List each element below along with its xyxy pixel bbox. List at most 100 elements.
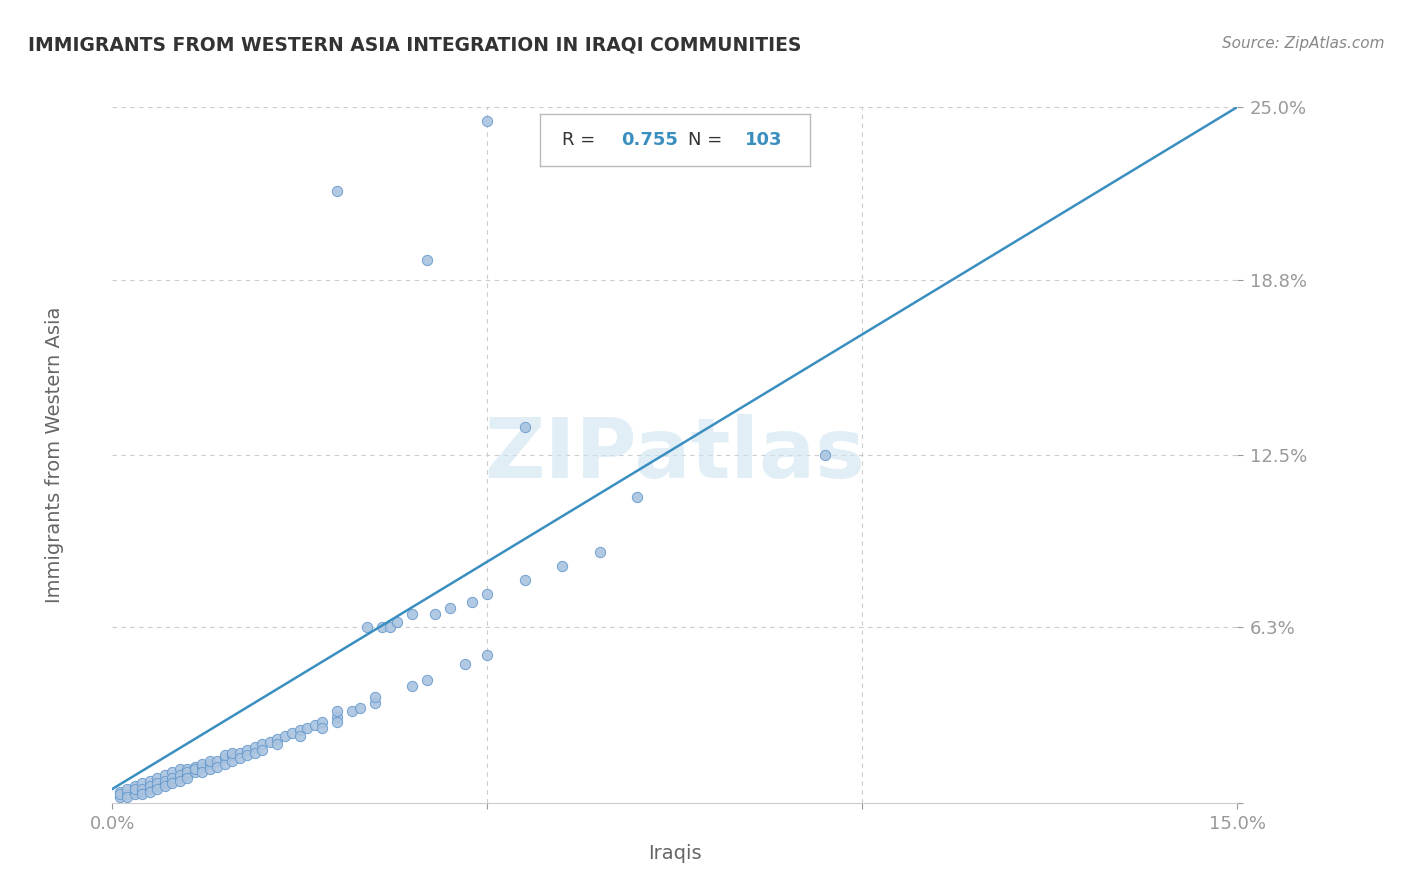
Point bbox=[139, 781, 162, 796]
Point bbox=[124, 781, 146, 796]
Point bbox=[139, 773, 162, 788]
Point bbox=[551, 559, 574, 574]
Point bbox=[326, 709, 349, 723]
Point bbox=[252, 743, 274, 757]
Point bbox=[162, 771, 184, 785]
Point bbox=[288, 729, 311, 743]
Point bbox=[139, 779, 162, 793]
Point bbox=[153, 773, 176, 788]
Point bbox=[477, 648, 499, 663]
Point bbox=[169, 768, 191, 782]
Point bbox=[371, 620, 394, 634]
Point bbox=[198, 754, 221, 768]
Point bbox=[281, 726, 304, 740]
Point bbox=[184, 759, 207, 773]
Point bbox=[131, 785, 153, 799]
Point bbox=[207, 759, 229, 773]
Point bbox=[416, 253, 439, 268]
Point bbox=[477, 587, 499, 601]
Point bbox=[124, 788, 146, 802]
Point bbox=[461, 595, 484, 609]
Point bbox=[221, 754, 243, 768]
Point bbox=[214, 756, 236, 771]
Point bbox=[146, 781, 169, 796]
Point bbox=[401, 679, 423, 693]
Point bbox=[146, 771, 169, 785]
Point bbox=[108, 785, 131, 799]
Point bbox=[162, 765, 184, 780]
Point bbox=[626, 490, 648, 504]
Point bbox=[304, 718, 326, 732]
Point bbox=[297, 721, 319, 735]
Point bbox=[146, 779, 169, 793]
Point bbox=[169, 763, 191, 777]
Point bbox=[176, 771, 198, 785]
Point bbox=[191, 765, 214, 780]
Point bbox=[131, 776, 153, 790]
Point bbox=[198, 756, 221, 771]
Point bbox=[131, 781, 153, 796]
X-axis label: Iraqis: Iraqis bbox=[648, 845, 702, 863]
Point bbox=[191, 756, 214, 771]
Point bbox=[221, 746, 243, 760]
Text: IMMIGRANTS FROM WESTERN ASIA INTEGRATION IN IRAQI COMMUNITIES: IMMIGRANTS FROM WESTERN ASIA INTEGRATION… bbox=[28, 36, 801, 54]
Point bbox=[124, 785, 146, 799]
Point bbox=[814, 448, 837, 462]
Point bbox=[378, 620, 401, 634]
Point bbox=[513, 420, 536, 434]
Point bbox=[184, 765, 207, 780]
Text: ZIPatlas: ZIPatlas bbox=[485, 415, 865, 495]
Point bbox=[342, 704, 364, 718]
Point bbox=[169, 773, 191, 788]
Point bbox=[401, 607, 423, 621]
Text: Source: ZipAtlas.com: Source: ZipAtlas.com bbox=[1222, 36, 1385, 51]
Point bbox=[176, 765, 198, 780]
Point bbox=[176, 763, 198, 777]
Point bbox=[117, 781, 139, 796]
Point bbox=[117, 788, 139, 802]
Point bbox=[131, 788, 153, 802]
Point bbox=[214, 751, 236, 765]
Point bbox=[108, 788, 131, 802]
Point bbox=[153, 779, 176, 793]
Point bbox=[214, 748, 236, 763]
Point bbox=[364, 690, 387, 704]
Point bbox=[229, 751, 252, 765]
Point bbox=[184, 763, 207, 777]
Point bbox=[513, 573, 536, 587]
Point bbox=[589, 545, 612, 559]
Point bbox=[146, 776, 169, 790]
Point bbox=[477, 114, 499, 128]
Y-axis label: Immigrants from Western Asia: Immigrants from Western Asia bbox=[45, 307, 63, 603]
Point bbox=[311, 715, 333, 730]
Point bbox=[236, 748, 259, 763]
Point bbox=[162, 773, 184, 788]
Point bbox=[326, 704, 349, 718]
Point bbox=[266, 737, 288, 751]
Point bbox=[423, 607, 446, 621]
Point bbox=[117, 790, 139, 805]
Point bbox=[243, 746, 266, 760]
Point bbox=[439, 601, 461, 615]
Point bbox=[364, 696, 387, 710]
Point bbox=[169, 771, 191, 785]
Point bbox=[416, 673, 439, 688]
Point bbox=[349, 701, 371, 715]
Point bbox=[252, 737, 274, 751]
Point bbox=[387, 615, 409, 629]
Point bbox=[191, 759, 214, 773]
Point bbox=[266, 731, 288, 746]
Point bbox=[153, 776, 176, 790]
Point bbox=[139, 785, 162, 799]
Point bbox=[274, 729, 297, 743]
Point bbox=[326, 184, 349, 198]
Point bbox=[326, 715, 349, 730]
Point bbox=[124, 779, 146, 793]
Point bbox=[229, 746, 252, 760]
Point bbox=[108, 790, 131, 805]
Point bbox=[221, 748, 243, 763]
Point bbox=[356, 620, 378, 634]
Point bbox=[236, 743, 259, 757]
Point bbox=[259, 734, 281, 748]
Point bbox=[243, 740, 266, 755]
